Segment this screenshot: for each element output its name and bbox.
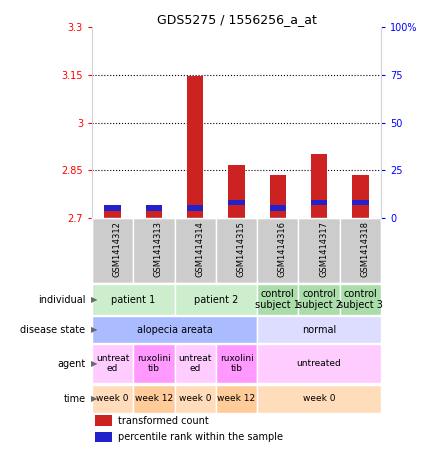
Text: week 0: week 0 [179, 395, 212, 404]
Bar [133, 344, 175, 383]
Bar [257, 344, 381, 383]
Bar [298, 218, 340, 283]
Bar [92, 284, 175, 315]
Bar [146, 208, 162, 218]
Bar [228, 165, 245, 218]
Text: agent: agent [57, 359, 85, 369]
Text: control
subject 3: control subject 3 [338, 289, 383, 310]
Bar [187, 206, 204, 211]
Bar [228, 200, 245, 206]
Text: untreat
ed: untreat ed [96, 354, 129, 373]
Text: normal: normal [302, 324, 336, 334]
Text: control
subject 1: control subject 1 [255, 289, 300, 310]
Text: week 0: week 0 [303, 395, 336, 404]
Bar [216, 385, 257, 414]
Bar [257, 385, 381, 414]
Text: ruxolini
tib: ruxolini tib [137, 354, 171, 373]
Bar [340, 284, 381, 315]
Bar [187, 77, 204, 218]
Text: untreated: untreated [297, 359, 342, 368]
Text: GSM1414315: GSM1414315 [237, 221, 246, 277]
Text: ▶: ▶ [91, 295, 98, 304]
Bar [92, 344, 133, 383]
Text: GSM1414312: GSM1414312 [113, 221, 122, 277]
Text: patient 1: patient 1 [111, 294, 155, 304]
Text: alopecia areata: alopecia areata [137, 324, 212, 334]
Bar [257, 317, 381, 342]
Bar [352, 200, 369, 206]
Bar [175, 218, 216, 283]
Bar [133, 218, 175, 283]
Bar [95, 415, 112, 426]
Bar [92, 317, 257, 342]
Bar [104, 206, 121, 211]
Text: disease state: disease state [20, 324, 85, 334]
Text: GSM1414316: GSM1414316 [278, 221, 287, 277]
Text: percentile rank within the sample: percentile rank within the sample [118, 432, 283, 442]
Bar [146, 206, 162, 211]
Bar [311, 154, 327, 218]
Text: untreat
ed: untreat ed [179, 354, 212, 373]
Bar [269, 206, 286, 211]
Text: GSM1414317: GSM1414317 [319, 221, 328, 277]
Text: individual: individual [38, 294, 85, 304]
Text: ruxolini
tib: ruxolini tib [219, 354, 254, 373]
Bar [95, 432, 112, 443]
Text: transformed count: transformed count [118, 416, 209, 426]
Bar [257, 218, 298, 283]
Bar [216, 344, 257, 383]
Bar [92, 385, 133, 414]
Text: GSM1414313: GSM1414313 [154, 221, 163, 277]
Bar [257, 284, 298, 315]
Text: time: time [63, 394, 85, 404]
Text: patient 2: patient 2 [194, 294, 238, 304]
Bar [133, 385, 175, 414]
Title: GDS5275 / 1556256_a_at: GDS5275 / 1556256_a_at [156, 13, 317, 26]
Text: week 12: week 12 [135, 395, 173, 404]
Bar [298, 284, 340, 315]
Bar [175, 344, 216, 383]
Bar [175, 284, 257, 315]
Text: GSM1414314: GSM1414314 [195, 221, 204, 277]
Text: control
subject 2: control subject 2 [297, 289, 342, 310]
Bar [311, 200, 327, 206]
Bar [352, 175, 369, 218]
Bar [269, 175, 286, 218]
Text: GSM1414318: GSM1414318 [360, 221, 369, 277]
Bar [340, 218, 381, 283]
Bar [175, 385, 216, 414]
Text: week 0: week 0 [96, 395, 129, 404]
Text: week 12: week 12 [217, 395, 256, 404]
Bar [216, 218, 257, 283]
Text: ▶: ▶ [91, 395, 98, 404]
Text: ▶: ▶ [91, 359, 98, 368]
Bar [92, 218, 133, 283]
Bar [104, 208, 121, 218]
Text: ▶: ▶ [91, 325, 98, 334]
